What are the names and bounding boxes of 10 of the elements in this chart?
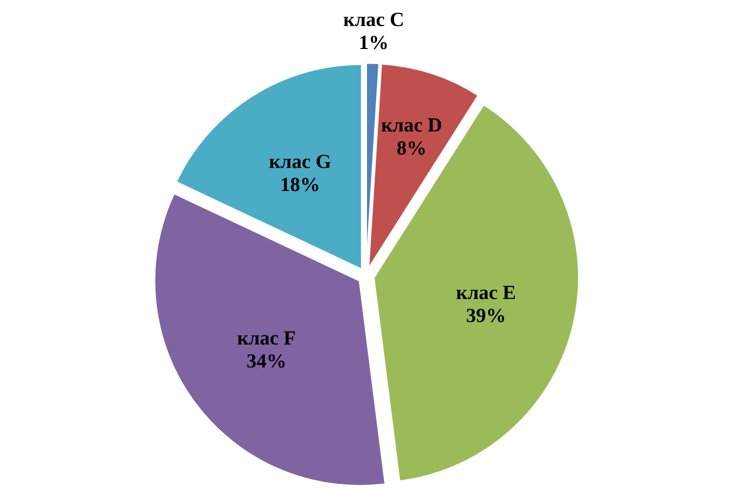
slice-label: клас D [381, 114, 442, 137]
slice-label: клас E [456, 282, 516, 304]
slice-label: клас G [269, 151, 332, 174]
data-label: 39% [466, 304, 506, 327]
slice-label: клас F [237, 327, 296, 350]
data-label: 1% [358, 32, 389, 54]
slice-label: клас C [343, 9, 404, 32]
data-label: 8% [396, 138, 427, 160]
data-label: 34% [246, 350, 286, 372]
data-label: 18% [280, 174, 320, 196]
